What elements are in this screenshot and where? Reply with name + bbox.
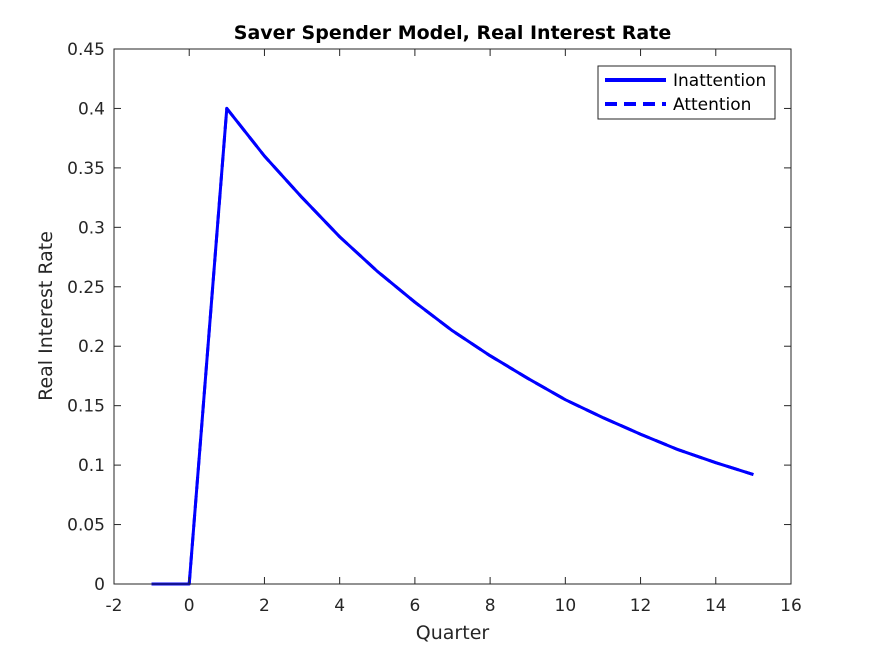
y-tick-label: 0.05 — [67, 516, 105, 536]
x-tick-label: 8 — [485, 596, 496, 616]
y-tick-label: 0.1 — [78, 456, 105, 476]
plot-background — [114, 49, 791, 584]
plot-frame — [113, 48, 792, 585]
legend-box — [597, 65, 776, 120]
legend-label-attention: Attention — [673, 95, 751, 115]
series-line-attention — [151, 106, 754, 586]
series-layer — [151, 106, 754, 586]
y-tick-label: 0.45 — [67, 40, 105, 60]
y-tick-label: 0.4 — [78, 99, 105, 119]
ticks-layer: -2 0 2 4 6 8 10 12 14 1600.050.10.150.20.250.30.3… — [67, 40, 802, 616]
x-tick-label: 0 — [184, 596, 195, 616]
x-tick-label: -2 — [106, 596, 123, 616]
x-tick-label: 2 — [259, 596, 270, 616]
x-tick-label: 10 — [555, 596, 577, 616]
y-tick-label: 0.15 — [67, 397, 105, 417]
chart-title: Saver Spender Model, Real Interest Rate — [234, 22, 671, 44]
x-tick-label: 6 — [409, 596, 420, 616]
legend: Inattention Attention — [597, 65, 776, 120]
x-tick-label: 14 — [705, 596, 727, 616]
y-tick-label: 0.35 — [67, 159, 105, 179]
x-axis-label: Quarter — [416, 622, 490, 644]
x-tick-label: 4 — [334, 596, 345, 616]
y-tick-label: 0 — [94, 575, 105, 595]
y-tick-label: 0.25 — [67, 278, 105, 298]
x-tick-label: 16 — [780, 596, 802, 616]
y-tick-label: 0.3 — [78, 218, 105, 238]
y-tick-label: 0.2 — [78, 337, 105, 357]
x-tick-label: 12 — [630, 596, 652, 616]
y-axis-label: Real Interest Rate — [35, 231, 57, 401]
legend-label-inattention: Inattention — [673, 71, 766, 91]
